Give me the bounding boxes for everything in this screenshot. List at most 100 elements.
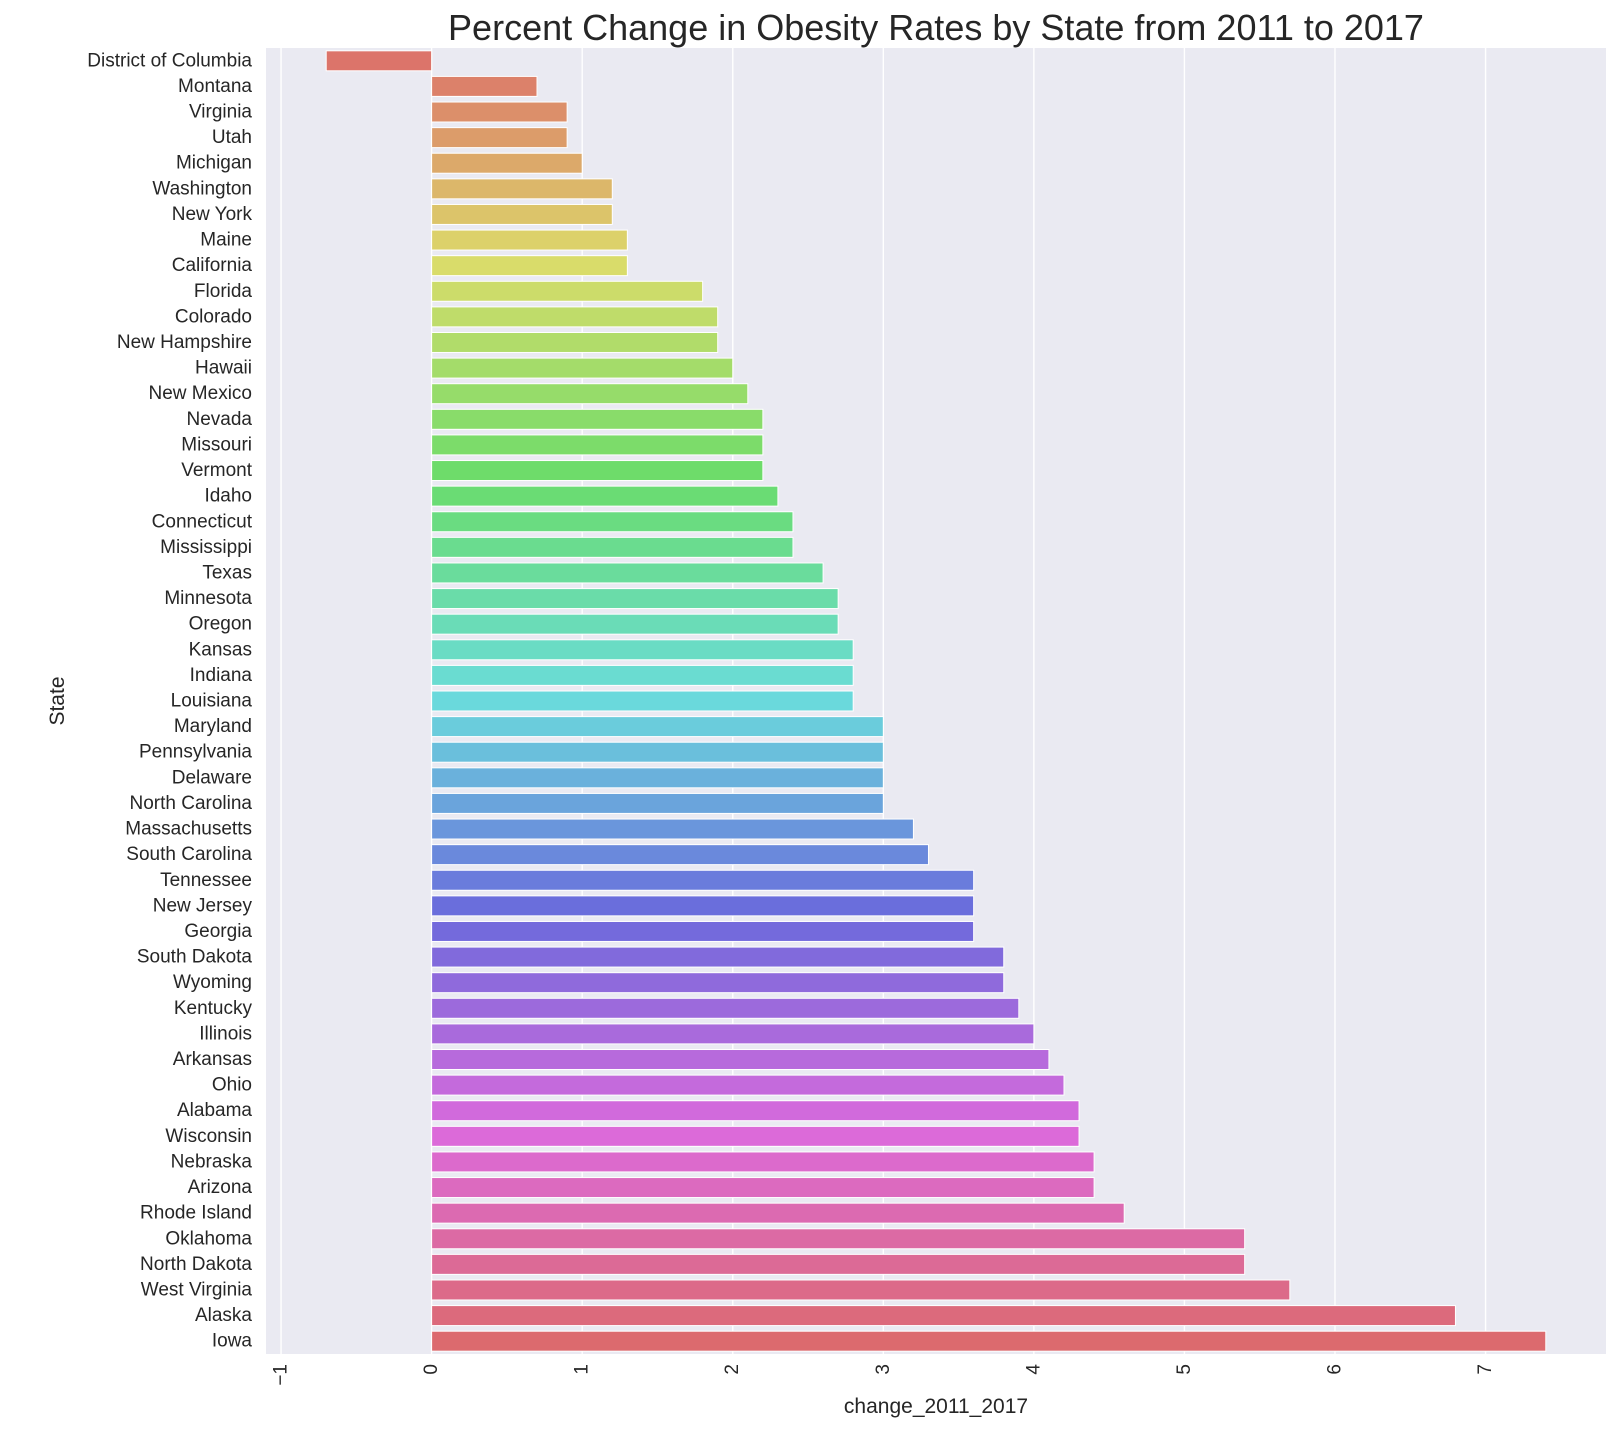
bar bbox=[431, 818, 914, 840]
y-tick-label: North Dakota bbox=[140, 1254, 252, 1275]
bar bbox=[431, 280, 704, 302]
bar bbox=[431, 101, 568, 123]
y-tick-label: Arkansas bbox=[173, 1049, 252, 1070]
bar bbox=[325, 50, 433, 72]
y-tick-label: New Hampshire bbox=[117, 332, 252, 353]
y-tick-label: North Carolina bbox=[130, 793, 253, 814]
bar bbox=[431, 75, 538, 97]
bar bbox=[431, 460, 764, 482]
bar bbox=[431, 562, 824, 584]
y-tick-label: Utah bbox=[212, 127, 252, 148]
bar bbox=[431, 306, 719, 328]
y-tick-label: Alaska bbox=[195, 1305, 252, 1326]
y-tick-label: Colorado bbox=[175, 306, 252, 327]
x-tick-label: 3 bbox=[873, 1364, 894, 1375]
y-tick-label: Hawaii bbox=[195, 358, 252, 379]
y-tick-label: Virginia bbox=[189, 102, 252, 123]
y-tick-label: New York bbox=[172, 204, 253, 225]
bar bbox=[431, 1125, 1080, 1147]
bar bbox=[431, 1151, 1095, 1173]
bar bbox=[431, 255, 628, 277]
y-tick-label: Maryland bbox=[174, 716, 252, 737]
bar bbox=[431, 1228, 1246, 1250]
y-tick-label: Delaware bbox=[172, 767, 252, 788]
bar bbox=[431, 1100, 1080, 1122]
bar bbox=[431, 127, 568, 149]
y-tick-label: New Mexico bbox=[149, 383, 252, 404]
bar bbox=[431, 152, 583, 174]
y-tick-label: Nevada bbox=[187, 409, 253, 430]
y-tick-label: Mississippi bbox=[160, 537, 252, 558]
x-tick-label: 2 bbox=[722, 1364, 743, 1375]
bars bbox=[325, 50, 1547, 1352]
bar bbox=[431, 639, 854, 661]
chart-title: Percent Change in Obesity Rates by State… bbox=[448, 7, 1424, 48]
y-tick-label: Michigan bbox=[176, 153, 252, 174]
bar bbox=[431, 1253, 1246, 1275]
bar bbox=[431, 792, 884, 814]
x-tick-label: 5 bbox=[1174, 1364, 1195, 1375]
y-tick-label: Texas bbox=[202, 562, 252, 583]
y-tick-label: Idaho bbox=[204, 486, 252, 507]
bar bbox=[431, 229, 628, 251]
y-tick-label: Oregon bbox=[189, 614, 252, 635]
y-tick-label: Maine bbox=[200, 230, 252, 251]
y-tick-label: District of Columbia bbox=[87, 50, 252, 71]
y-tick-label: Indiana bbox=[190, 665, 253, 686]
x-tick-label: 0 bbox=[421, 1364, 442, 1375]
bar bbox=[431, 1202, 1125, 1224]
bar bbox=[431, 613, 839, 635]
y-tick-label: South Carolina bbox=[126, 844, 252, 865]
y-tick-label: Missouri bbox=[181, 434, 252, 455]
bar bbox=[431, 588, 839, 610]
bar bbox=[431, 716, 884, 738]
bar bbox=[431, 1074, 1065, 1096]
y-tick-label: South Dakota bbox=[137, 947, 253, 968]
y-tick-label: Oklahoma bbox=[165, 1228, 252, 1249]
y-tick-label: Wyoming bbox=[173, 972, 252, 993]
bar bbox=[431, 485, 779, 507]
bar bbox=[431, 357, 734, 379]
y-tick-label: New Jersey bbox=[153, 895, 253, 916]
bar bbox=[431, 1177, 1095, 1199]
bar bbox=[431, 844, 929, 866]
bar bbox=[431, 997, 1020, 1019]
bar bbox=[431, 946, 1005, 968]
bar bbox=[431, 1023, 1035, 1045]
bar bbox=[431, 203, 613, 225]
x-tick-label: −1 bbox=[271, 1364, 292, 1386]
x-tick-labels: −1 0 1 2 3 4 5 6 7 bbox=[271, 1364, 1496, 1386]
bar bbox=[431, 869, 975, 891]
bar bbox=[431, 434, 764, 456]
x-tick-label: 1 bbox=[572, 1364, 593, 1375]
bar bbox=[431, 1049, 1050, 1070]
y-tick-label: Tennessee bbox=[160, 870, 252, 891]
x-tick-label: 6 bbox=[1324, 1364, 1345, 1375]
x-axis-label: change_2011_2017 bbox=[844, 1395, 1028, 1418]
bar bbox=[431, 511, 794, 533]
y-tick-label: Iowa bbox=[212, 1331, 253, 1352]
y-tick-label: Connecticut bbox=[152, 511, 253, 532]
bar bbox=[431, 690, 854, 712]
y-tick-label: Washington bbox=[152, 178, 252, 199]
bar bbox=[431, 767, 884, 789]
y-tick-label: West Virginia bbox=[141, 1279, 253, 1300]
y-tick-label: Kentucky bbox=[174, 998, 253, 1019]
y-tick-label: Montana bbox=[178, 76, 252, 97]
y-tick-label: Illinois bbox=[199, 1023, 252, 1044]
bar bbox=[431, 536, 794, 558]
bar bbox=[431, 741, 884, 763]
y-tick-label: Florida bbox=[194, 281, 253, 302]
bar bbox=[431, 1330, 1547, 1352]
y-tick-label: Ohio bbox=[212, 1075, 252, 1096]
y-tick-labels: District of Columbia Montana Virginia Utah M… bbox=[87, 50, 252, 1351]
bar bbox=[431, 178, 613, 200]
y-tick-label: Arizona bbox=[188, 1177, 253, 1198]
y-tick-label: California bbox=[172, 255, 253, 276]
y-tick-label: Nebraska bbox=[171, 1151, 253, 1172]
bar bbox=[431, 1279, 1291, 1301]
y-tick-label: Massachusetts bbox=[125, 819, 252, 840]
y-tick-label: Georgia bbox=[184, 921, 252, 942]
y-tick-label: Louisiana bbox=[171, 691, 253, 712]
